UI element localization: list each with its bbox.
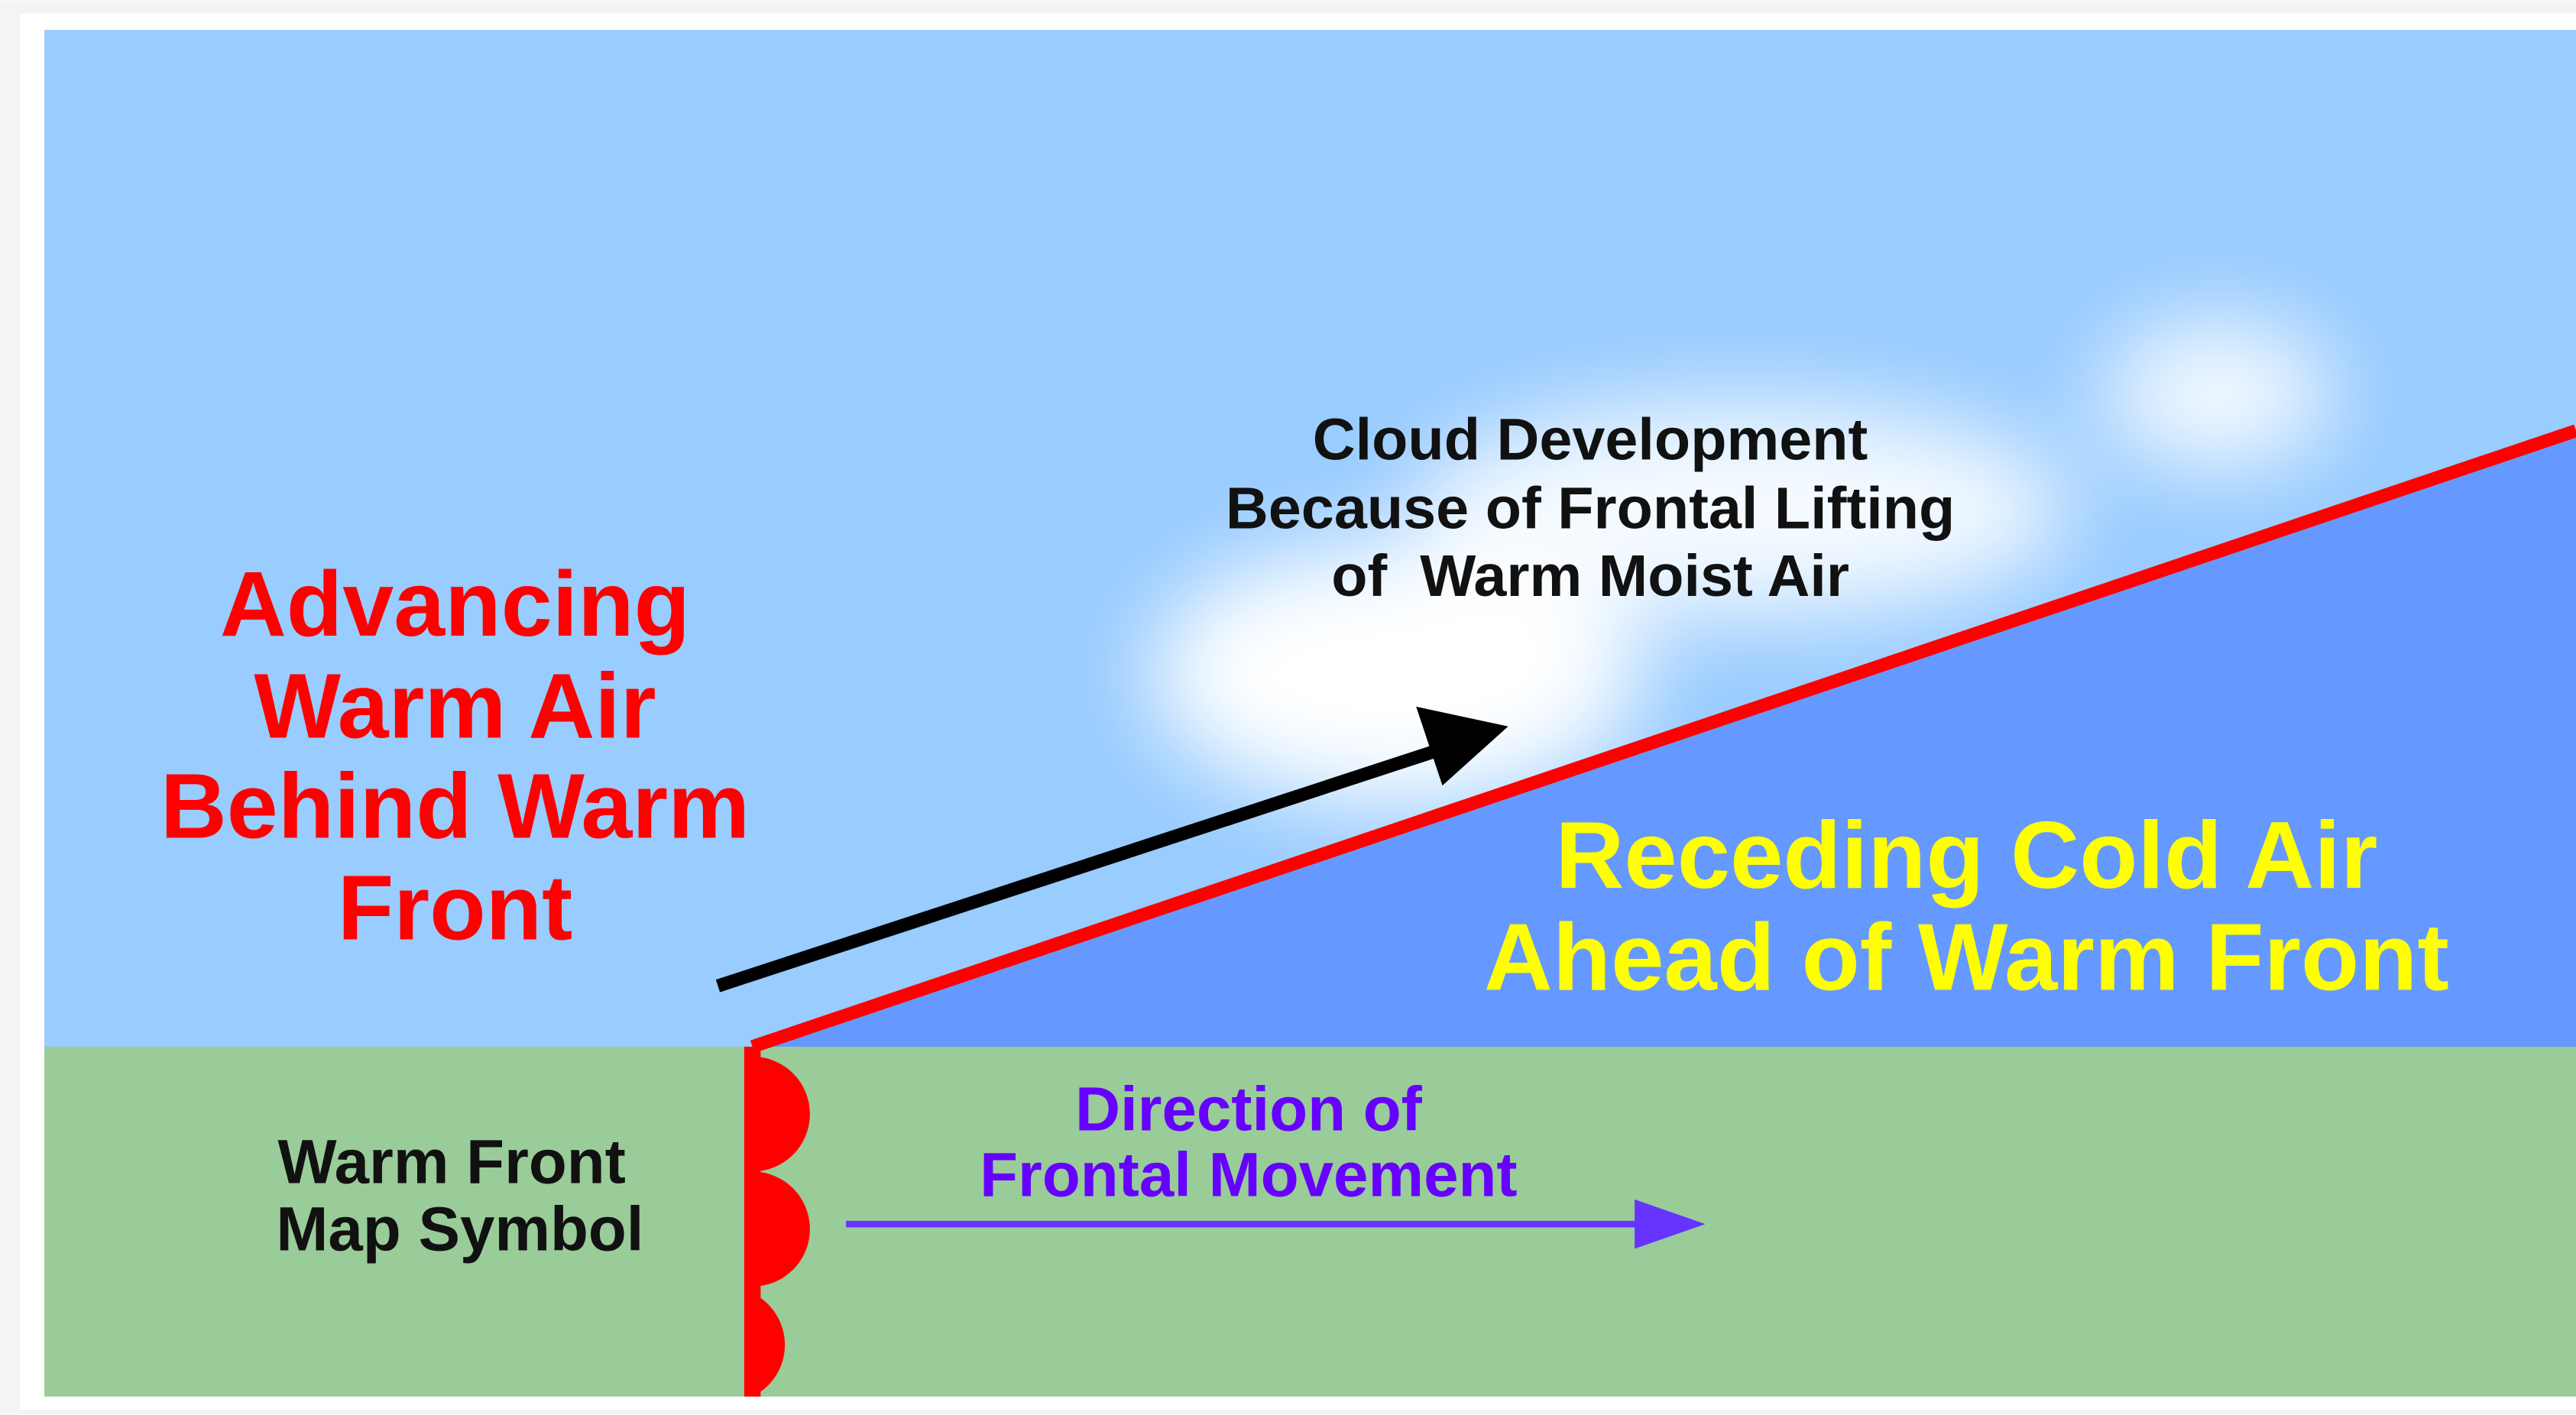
warm-front-symbol (744, 1046, 810, 1397)
label-line: Frontal Movement (980, 1141, 1517, 1210)
warm-air-label: Advancing Warm Air Behind Warm Front (160, 552, 750, 960)
label-line: Front (338, 856, 573, 960)
symbol-label: Warm Front Map Symbol (276, 1127, 643, 1264)
movement-label: Direction of Frontal Movement (980, 1075, 1517, 1210)
label-line: Cloud Development (1313, 406, 1868, 472)
label-line: Advancing (220, 552, 690, 656)
label-line: Map Symbol (276, 1195, 643, 1264)
label-line: Receding Cold Air (1555, 802, 2377, 908)
cloud-label: Cloud Development Because of Frontal Lif… (1226, 406, 1955, 608)
label-line: Behind Warm (160, 754, 750, 857)
label-line: Warm Air (254, 654, 656, 757)
label-line: of Warm Moist Air (1331, 543, 1849, 609)
cloud (1149, 320, 2333, 805)
movement-arrow (846, 1199, 1706, 1249)
label-line: Warm Front (278, 1127, 626, 1196)
label-line: Direction of (1075, 1075, 1423, 1145)
label-line: Ahead of Warm Front (1484, 904, 2449, 1010)
lift-arrow (715, 706, 1508, 992)
label-line: Because of Frontal Lifting (1226, 476, 1955, 542)
front-boundary (750, 424, 2576, 1054)
cold-air-label: Receding Cold Air Ahead of Warm Front (1484, 802, 2449, 1010)
